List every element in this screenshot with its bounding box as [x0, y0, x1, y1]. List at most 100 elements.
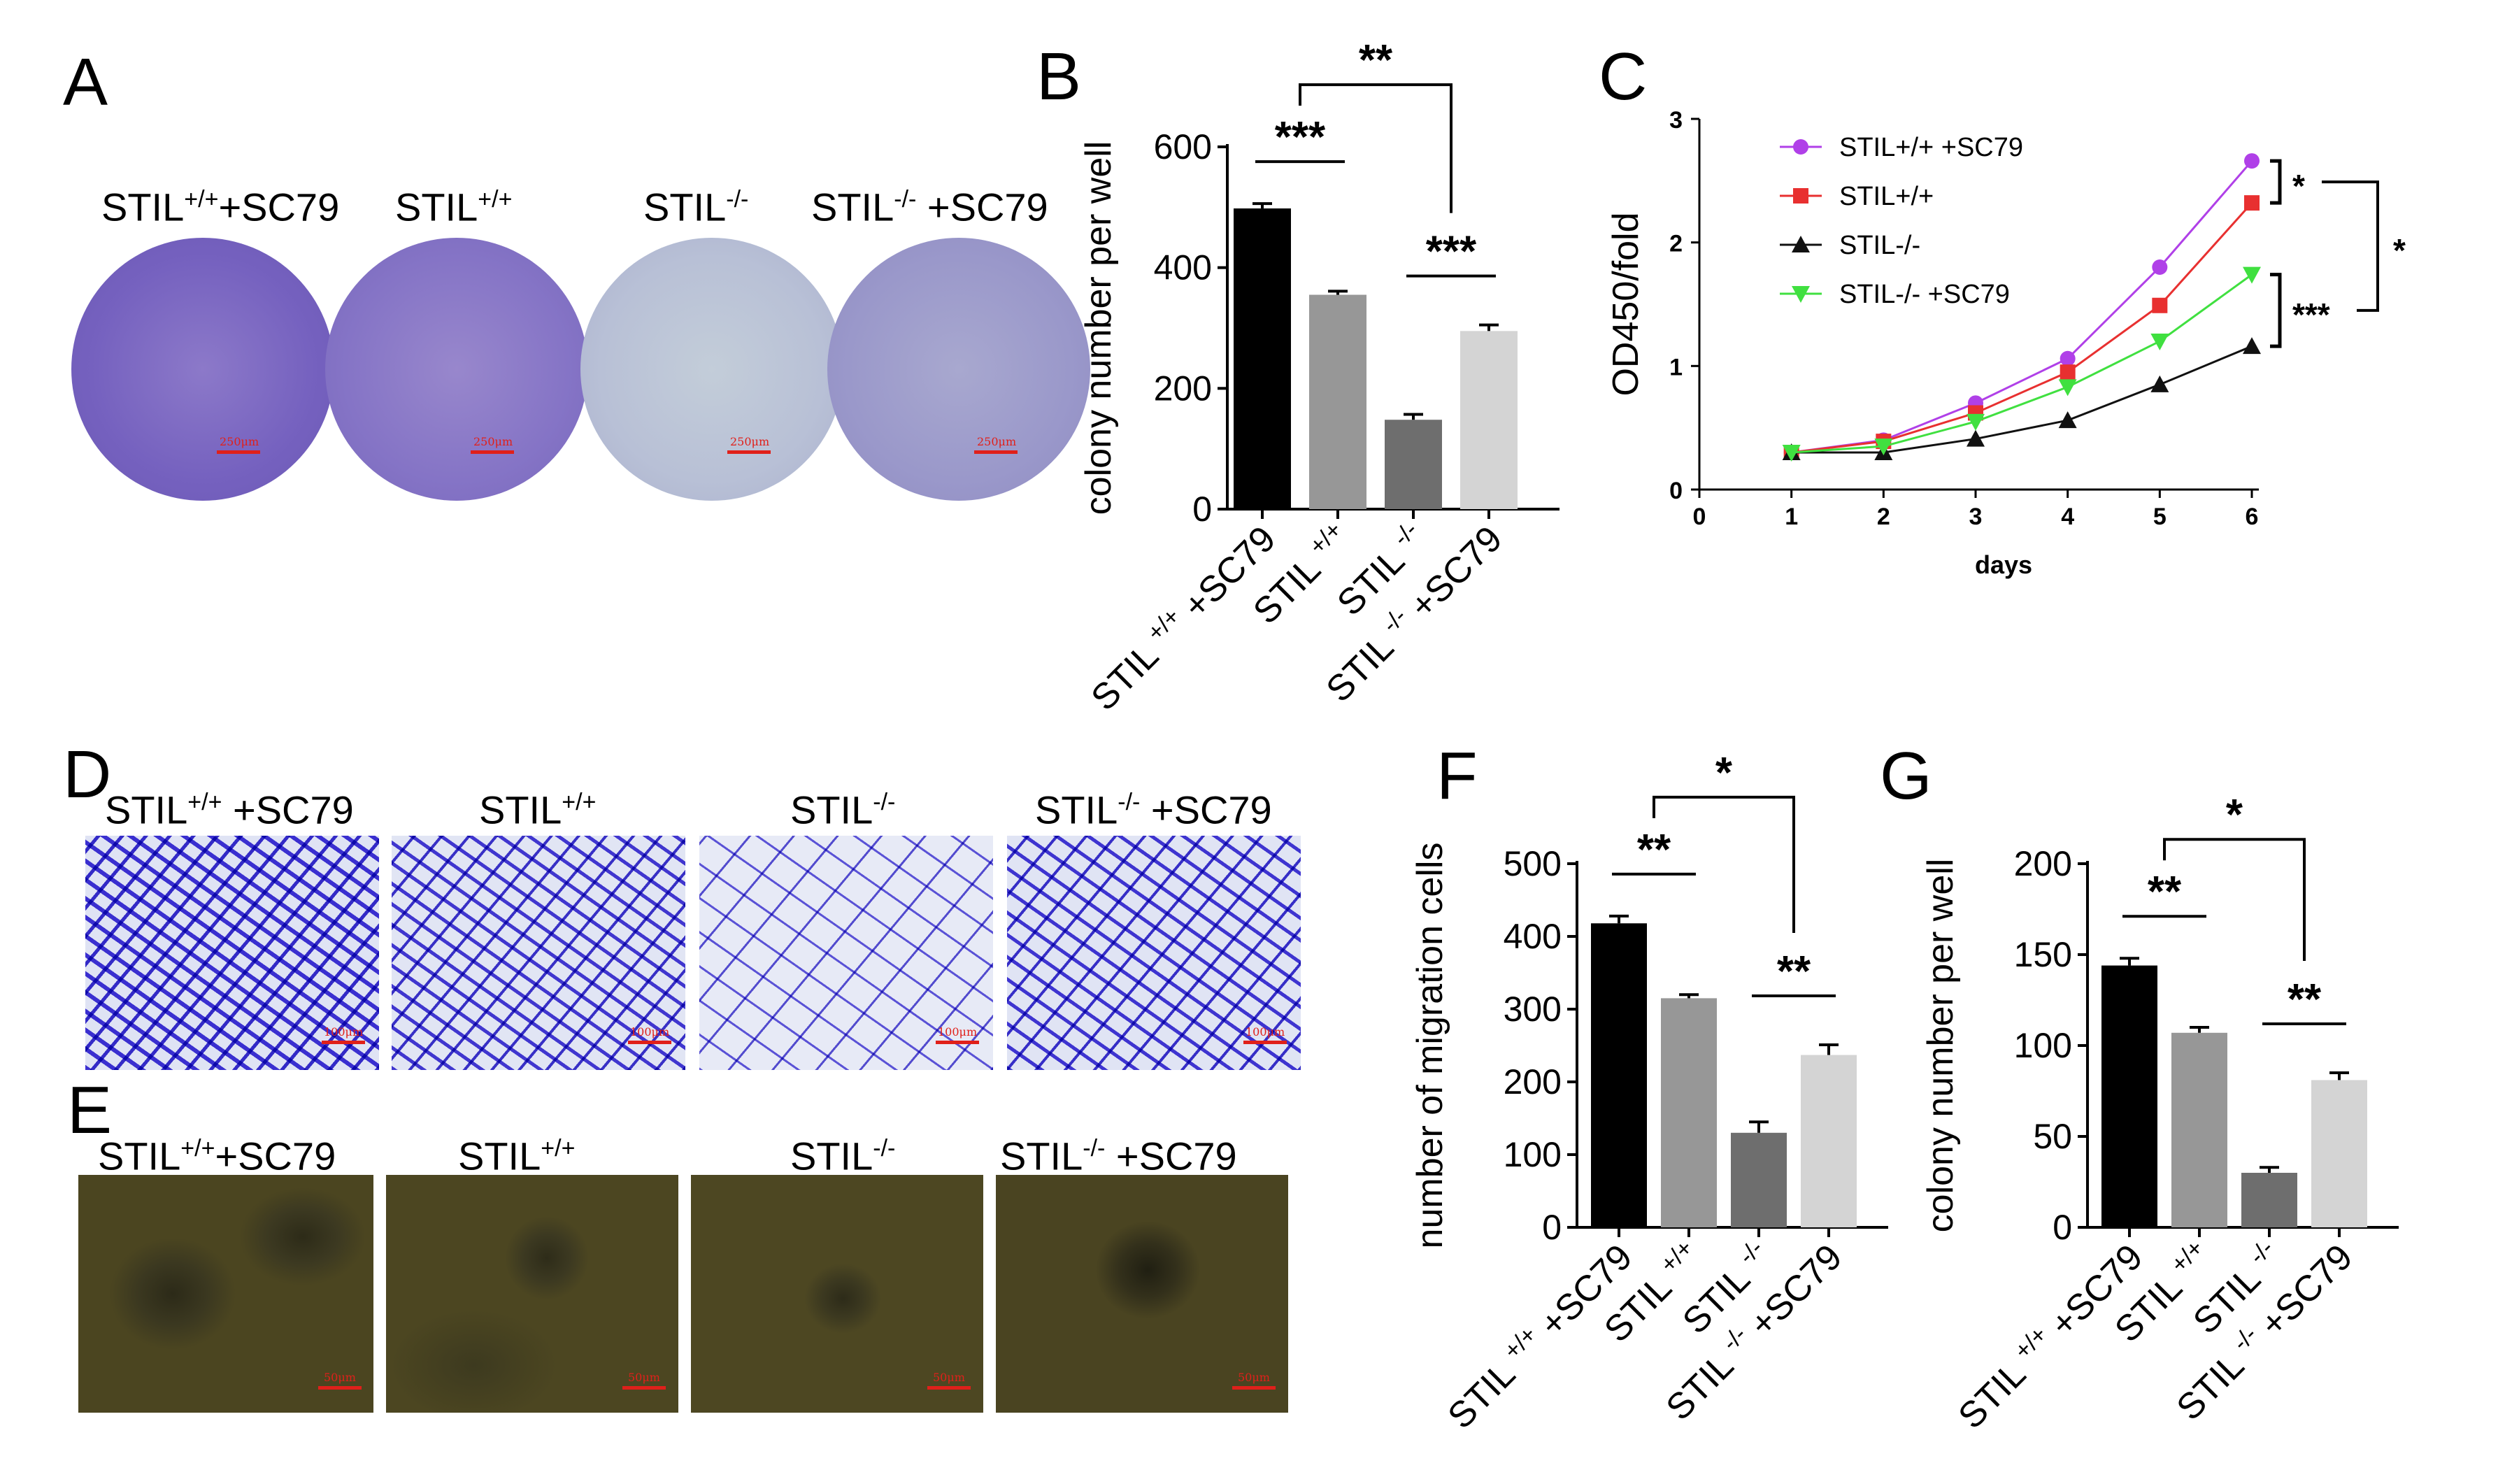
point-c-2-5 — [2243, 337, 2261, 355]
y-tick-label-f-5: 500 — [1504, 844, 1562, 883]
colony-dish-4 — [827, 238, 1090, 501]
point-c-2-2 — [1967, 429, 1985, 447]
scale-text-d-3: 100μm — [938, 1025, 978, 1039]
legend-label-c-2: STIL-/- — [1839, 231, 1920, 260]
bar-g-0 — [2101, 965, 2157, 1227]
point-c-0-3 — [2060, 350, 2076, 366]
y-tick-label-g-2: 100 — [2014, 1026, 2072, 1065]
sig-label-f-0: ** — [1637, 826, 1671, 874]
chart-c: 0 1 2 3 0 1 2 3 4 5 6 days OD450/fold STIL+/+ +SC79 ST… — [1606, 107, 2406, 579]
scale-bar-d-4 — [1243, 1041, 1287, 1044]
legend-marker-c-2 — [1792, 236, 1810, 252]
scale-bar-d-1 — [322, 1041, 365, 1044]
legend-label-c-1: STIL+/+ — [1839, 182, 1934, 211]
scale-bar-a-1 — [217, 450, 260, 454]
scale-bar-e-3 — [927, 1386, 971, 1390]
legend-label-c-3: STIL-/- +SC79 — [1839, 280, 2010, 309]
bar-f-3 — [1801, 1055, 1857, 1227]
y-tick-label-b-0: 0 — [1192, 490, 1212, 529]
point-c-3-0 — [1782, 445, 1801, 462]
y-tick-label-c-2: 2 — [1669, 231, 1683, 257]
x-tick-label-b-3: STIL -/- +SC79 — [1317, 517, 1511, 711]
y-tick-label-c-3: 3 — [1669, 107, 1683, 134]
scale-text-d-4: 100μm — [1246, 1025, 1285, 1039]
sig-label-g-0: ** — [2148, 868, 2182, 916]
sig-bracket-c-0 — [2270, 159, 2282, 205]
point-c-0-5 — [2244, 153, 2260, 169]
scale-text-d-2: 100μm — [630, 1025, 670, 1039]
caption-d-4: STIL-/- +SC79 — [1035, 787, 1272, 832]
y-tick-label-b-3: 600 — [1154, 127, 1212, 166]
caption-a-2: STIL+/+ — [395, 185, 513, 229]
bar-b-2 — [1385, 420, 1442, 509]
chart-f: 0 100 200 300 400 500 number of migration cell… — [1410, 755, 1888, 1436]
y-axis-label-c: OD450/fold — [1606, 212, 1646, 396]
point-c-3-1 — [1874, 438, 1893, 456]
bar-g-2 — [2241, 1173, 2297, 1227]
point-c-3-3 — [2058, 379, 2077, 397]
sig-bracket-b-2 — [1299, 83, 1453, 213]
panel-label-a: A — [63, 45, 108, 120]
y-tick-label-f-1: 100 — [1504, 1135, 1562, 1174]
y-tick-label-g-3: 150 — [2014, 935, 2072, 974]
caption-e-4: STIL-/- +SC79 — [1000, 1134, 1237, 1178]
caption-a-4: STIL-/- +SC79 — [811, 185, 1048, 229]
sphere-image-1 — [78, 1175, 373, 1413]
panel-label-c: C — [1599, 39, 1648, 114]
sig-bracket-g-2 — [2163, 838, 2306, 961]
point-c-0-4 — [2152, 259, 2168, 275]
point-c-1-3 — [2060, 364, 2076, 380]
x-tick-label-c-3: 3 — [1969, 504, 1983, 530]
bar-b-3 — [1460, 331, 1518, 509]
caption-e-1: STIL+/++SC79 — [98, 1134, 336, 1178]
point-c-2-4 — [2150, 375, 2169, 392]
sig-label-f-2: * — [1715, 755, 1733, 797]
sig-bracket-c-1 — [2270, 273, 2282, 348]
scale-text-d-1: 100μm — [324, 1025, 364, 1039]
point-c-1-4 — [2152, 297, 2168, 313]
bar-f-2 — [1731, 1132, 1787, 1227]
scale-text-e-3: 50μm — [933, 1371, 965, 1384]
sig-label-b-2: ** — [1359, 36, 1393, 85]
panel-label-f: F — [1436, 739, 1478, 813]
y-tick-label-f-2: 200 — [1504, 1062, 1562, 1101]
point-c-3-4 — [2150, 334, 2169, 350]
panel-label-d: D — [63, 737, 112, 812]
sig-label-c-1: *** — [2292, 297, 2330, 333]
y-tick-label-f-3: 300 — [1504, 990, 1562, 1029]
transwell-image-3 — [699, 836, 993, 1070]
bar-g-3 — [2311, 1080, 2367, 1227]
x-axis-label-c: days — [1975, 550, 2032, 579]
bar-g-1 — [2171, 1032, 2227, 1227]
panel-label-b: B — [1036, 39, 1082, 114]
x-tick-label-b-0: STIL +/+ +SC79 — [1082, 517, 1284, 719]
scale-bar-d-2 — [628, 1041, 671, 1044]
sig-label-b-0: *** — [1275, 113, 1326, 162]
caption-e-2: STIL+/+ — [458, 1134, 576, 1178]
y-tick-label-g-4: 200 — [2014, 844, 2072, 883]
scale-bar-e-2 — [622, 1386, 666, 1390]
y-axis-label-b: colony number per well — [1078, 141, 1119, 515]
series-line-c-2 — [1791, 345, 2253, 454]
scale-text-a-2: 250μm — [473, 435, 513, 448]
transwell-image-1 — [85, 836, 379, 1070]
sig-label-c-2: * — [2393, 232, 2406, 269]
transwell-image-4 — [1007, 836, 1301, 1070]
x-tick-label-c-6: 6 — [2246, 504, 2259, 530]
caption-d-3: STIL-/- — [790, 787, 896, 832]
scale-bar-a-4 — [974, 450, 1018, 454]
y-tick-label-f-4: 400 — [1504, 917, 1562, 956]
scale-text-a-1: 250μm — [220, 435, 259, 448]
scale-bar-a-3 — [727, 450, 771, 454]
sig-label-b-1: *** — [1426, 228, 1477, 276]
caption-d-2: STIL+/+ — [479, 787, 597, 832]
point-c-1-5 — [2244, 195, 2260, 211]
scale-text-a-4: 250μm — [977, 435, 1017, 448]
scale-bar-d-3 — [936, 1041, 979, 1044]
sig-label-g-1: ** — [2288, 976, 2322, 1024]
scale-bar-e-4 — [1232, 1386, 1276, 1390]
y-tick-label-c-1: 1 — [1669, 354, 1683, 380]
